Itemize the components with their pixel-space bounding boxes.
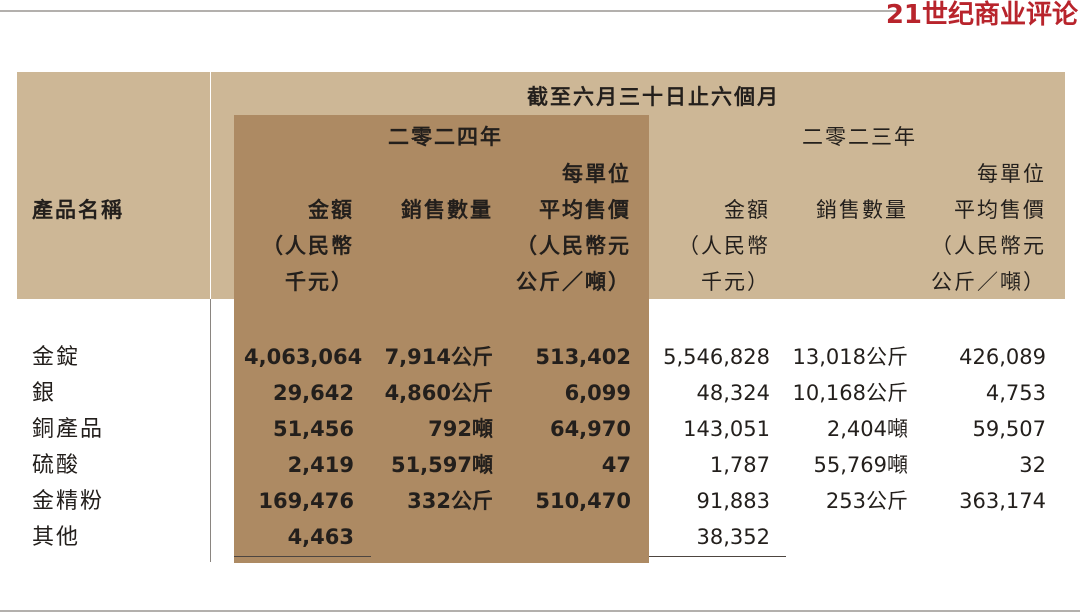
amount-2023-cell: 38,352	[696, 525, 770, 549]
price-unit-header-2023: （人民幣元	[931, 234, 1046, 258]
quantity-2023-cell: 253公斤	[825, 489, 908, 513]
quantity-2024-cell: 4,860公斤	[384, 381, 493, 405]
period-header: 截至六月三十日止六個月	[527, 85, 780, 109]
quantity-header-2023: 銷售數量	[816, 198, 908, 222]
amount-2023-cell: 48,324	[696, 381, 770, 405]
avg-price-header-2024: 平均售價	[539, 198, 631, 222]
quantity-2024-cell: 7,914公斤	[384, 345, 493, 369]
amount-2024-cell: 51,456	[272, 417, 354, 441]
price-unit2-header-2024: 公斤／噸）	[516, 270, 631, 294]
unit-price-2024-cell: 513,402	[535, 345, 631, 369]
quantity-2023-cell: 13,018公斤	[792, 345, 908, 369]
amount-2023-cell: 91,883	[696, 489, 770, 513]
amount-2024-cell: 4,063,064	[244, 345, 363, 369]
product-name: 銀	[32, 381, 57, 406]
year-2023-header: 二零二三年	[802, 125, 917, 149]
top-rule	[0, 10, 900, 12]
subtotal-rule-2023	[649, 556, 786, 557]
quantity-2024-cell: 51,597噸	[390, 453, 493, 477]
amount-unit2-header-2023: 千元）	[701, 270, 770, 294]
amount-unit-header-2024: （人民幣	[262, 234, 354, 258]
column-divider-lower	[210, 299, 211, 562]
unit-price-2023-cell: 4,753	[985, 381, 1046, 405]
amount-header-2023: 金額	[724, 198, 770, 222]
price-unit-header-2024: （人民幣元	[516, 234, 631, 258]
unit-price-header-2024: 每單位	[562, 162, 631, 186]
unit-price-2023-cell: 363,174	[959, 489, 1046, 513]
product-name: 金錠	[32, 345, 81, 370]
unit-price-2024-cell: 47	[601, 453, 631, 477]
bottom-rule	[0, 610, 1080, 612]
price-unit2-header-2023: 公斤／噸）	[931, 270, 1046, 294]
quantity-2023-cell: 55,769噸	[813, 453, 908, 477]
quantity-2023-cell: 10,168公斤	[792, 381, 908, 405]
unit-price-2024-cell: 64,970	[549, 417, 631, 441]
product-name: 金精粉	[32, 489, 105, 514]
quantity-2024-cell: 332公斤	[407, 489, 493, 513]
unit-price-2024-cell: 510,470	[535, 489, 631, 513]
amount-2024-cell: 29,642	[272, 381, 354, 405]
unit-price-2024-cell: 6,099	[564, 381, 631, 405]
year-2024-header: 二零二四年	[388, 125, 503, 149]
amount-2024-cell: 169,476	[258, 489, 354, 513]
amount-2023-cell: 1,787	[709, 453, 770, 477]
product-name-header: 產品名稱	[32, 198, 124, 222]
unit-price-2023-cell: 59,507	[972, 417, 1046, 441]
product-name: 硫酸	[32, 453, 81, 478]
quantity-2024-cell: 792噸	[428, 417, 493, 441]
unit-price-2023-cell: 426,089	[959, 345, 1046, 369]
unit-price-header-2023: 每單位	[977, 162, 1046, 186]
amount-2024-cell: 4,463	[287, 525, 354, 549]
amount-2024-cell: 2,419	[287, 453, 354, 477]
product-name: 銅產品	[32, 417, 105, 442]
quantity-header-2024: 銷售數量	[401, 198, 493, 222]
amount-unit-header-2023: （人民幣	[678, 234, 770, 258]
amount-unit2-header-2024: 千元）	[285, 270, 354, 294]
quantity-2023-cell: 2,404噸	[826, 417, 908, 441]
product-name: 其他	[32, 525, 81, 550]
amount-header-2024: 金額	[308, 198, 354, 222]
avg-price-header-2023: 平均售價	[954, 198, 1046, 222]
subtotal-rule-2024	[234, 556, 371, 557]
amount-2023-cell: 143,051	[683, 417, 770, 441]
amount-2023-cell: 5,546,828	[663, 345, 770, 369]
highlight-2024-columns	[234, 115, 649, 563]
unit-price-2023-cell: 32	[1019, 453, 1046, 477]
brand-logo: 21世纪商业评论	[885, 0, 1078, 30]
